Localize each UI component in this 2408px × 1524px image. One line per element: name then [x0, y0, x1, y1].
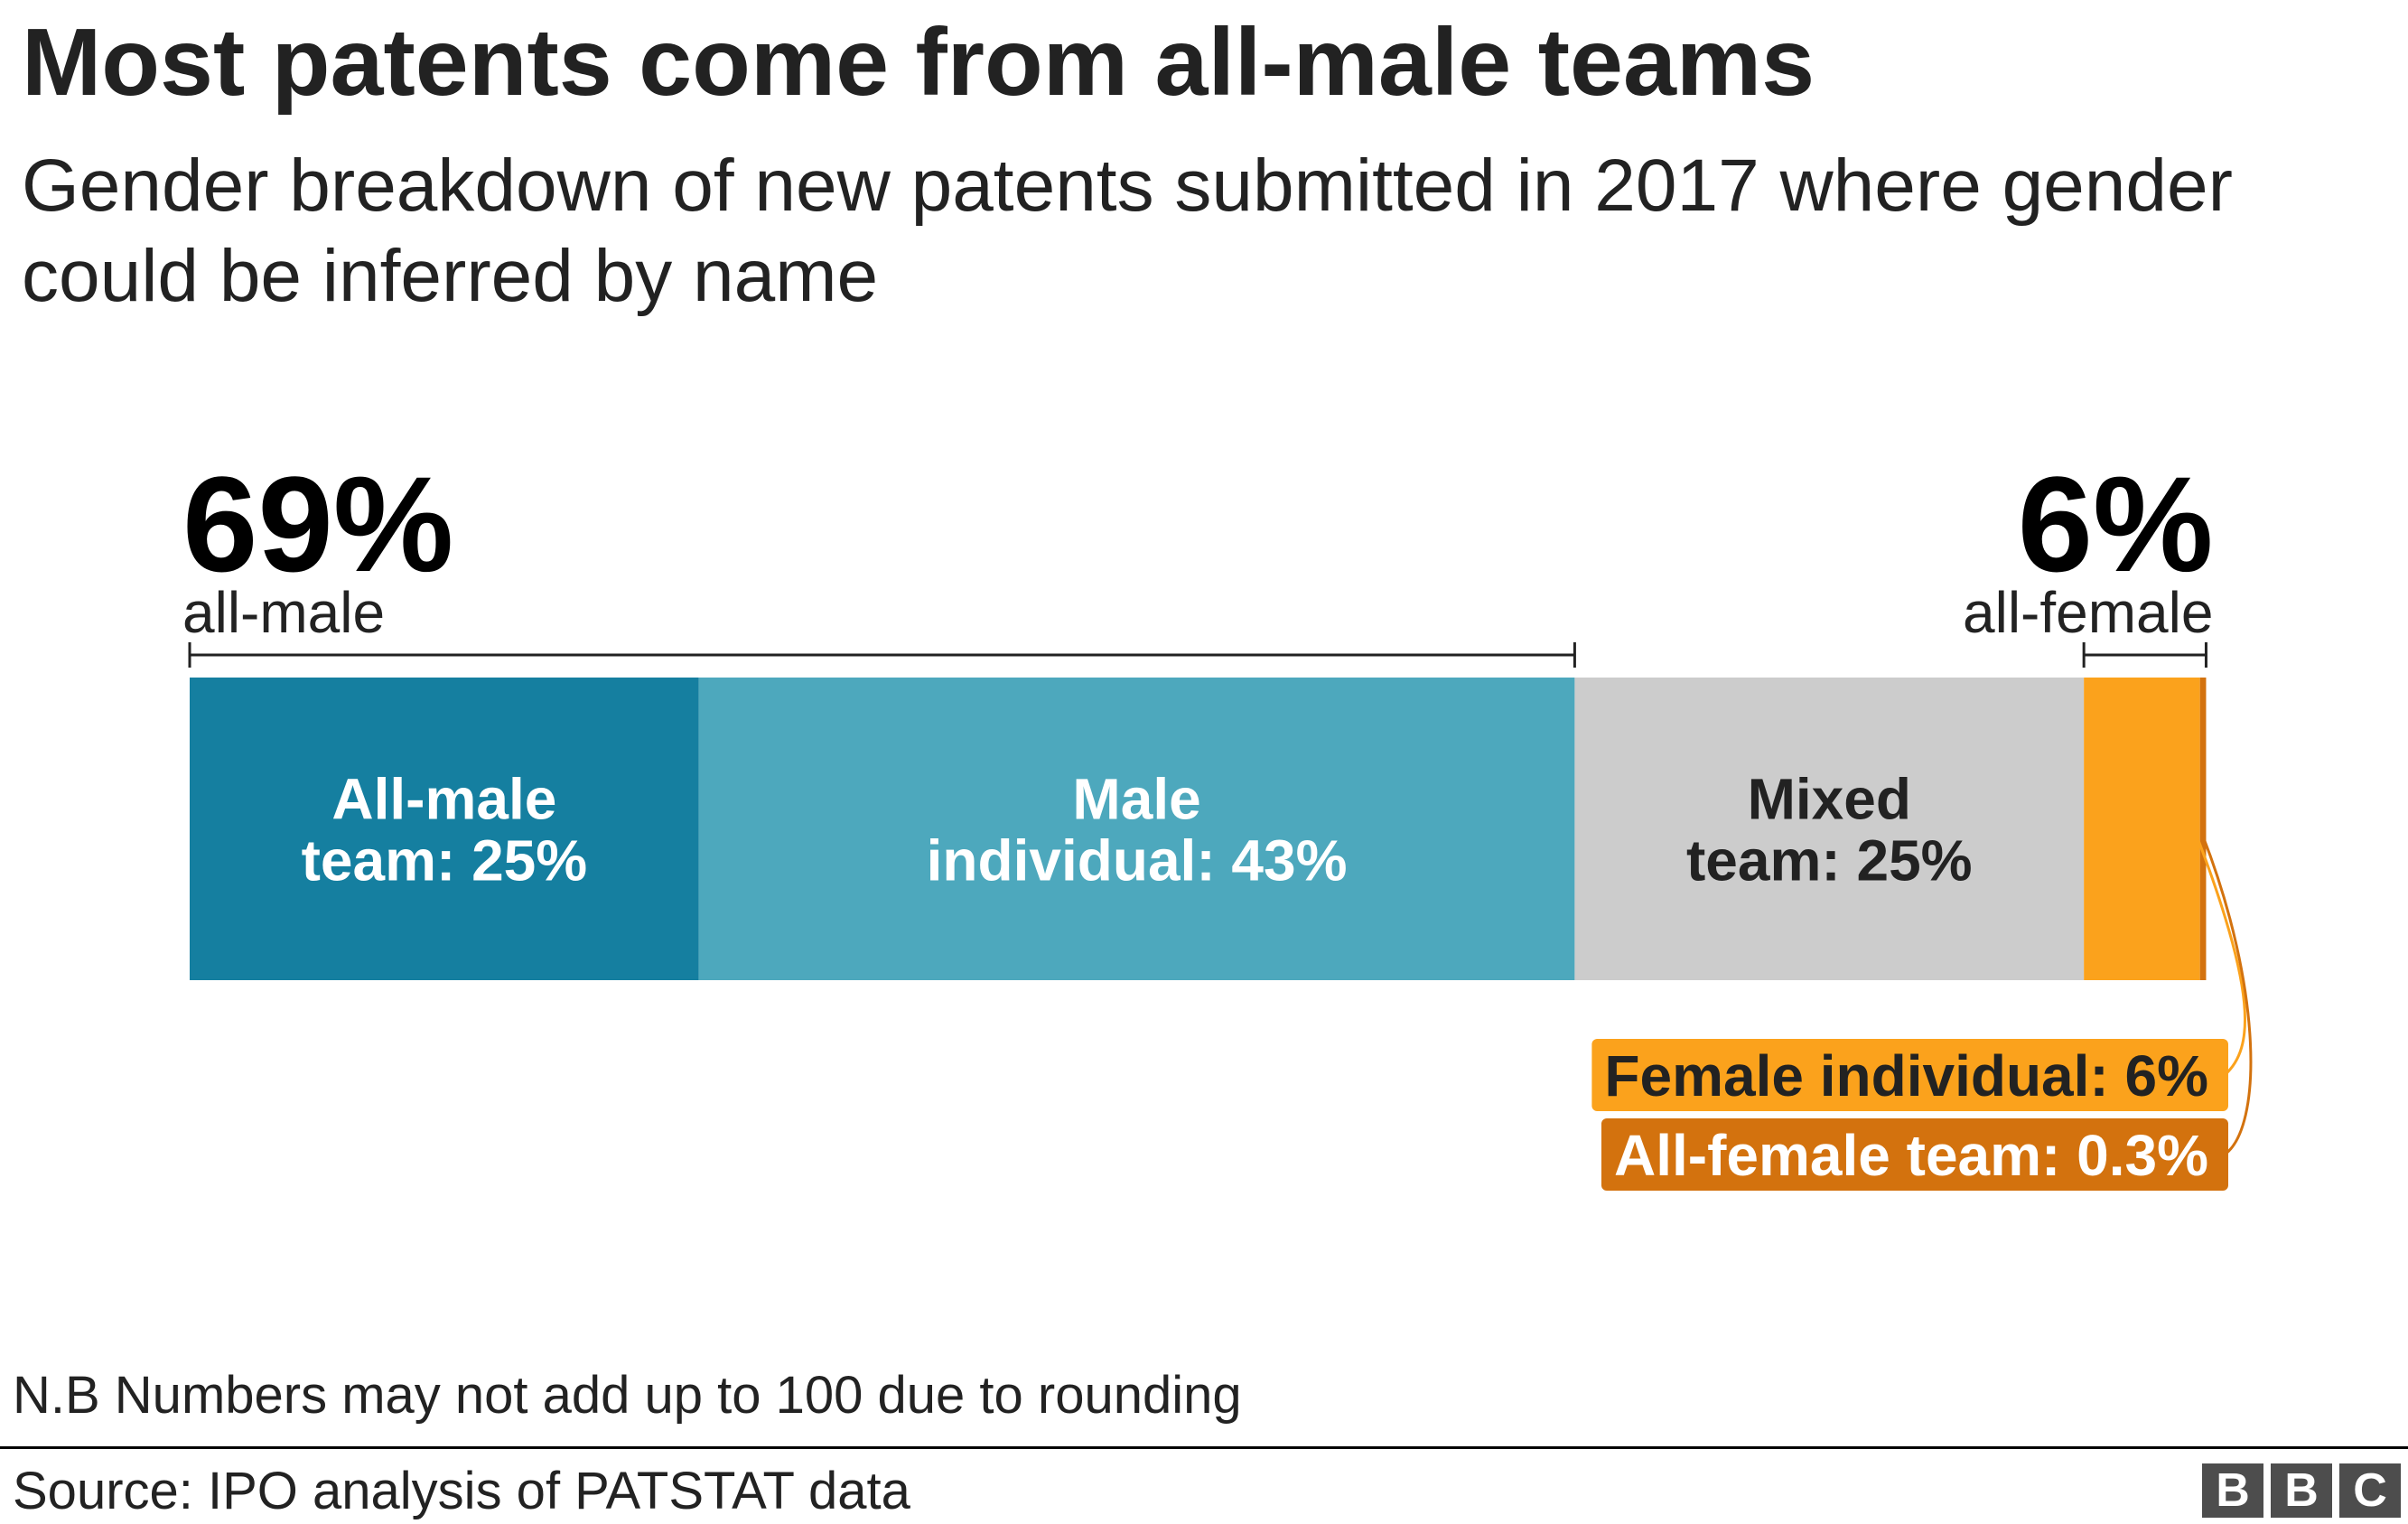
footnote: N.B Numbers may not add up to 100 due to…: [13, 1364, 1242, 1427]
callout-label: Female individual: 6%: [1604, 1043, 2208, 1108]
group-value-label: 69%: [182, 448, 453, 600]
source-note: Source: IPO analysis of PATSTAT data: [13, 1460, 910, 1523]
group-value-label: 6%: [2018, 448, 2214, 600]
segment-label: Male: [1072, 767, 1200, 832]
logo-letter: C: [2339, 1463, 2401, 1518]
stacked-bar-chart: All-maleteam: 25%Maleindividual: 43%Mixe…: [0, 0, 2408, 1355]
segment-label: team: 25%: [302, 828, 588, 893]
segment-label: individual: 43%: [927, 828, 1348, 893]
bar-segment: [2084, 678, 2200, 980]
bar-segment: [2200, 678, 2207, 980]
logo-letter: B: [2271, 1463, 2332, 1518]
segment-label: Mixed: [1748, 767, 1911, 832]
bbc-logo: B B C: [2202, 1463, 2401, 1518]
footer-divider: [0, 1446, 2408, 1449]
group-name-label: all-male: [182, 580, 385, 645]
logo-letter: B: [2202, 1463, 2263, 1518]
segment-label: team: 25%: [1686, 828, 1973, 893]
segment-label: All-male: [331, 767, 556, 832]
group-name-label: all-female: [1963, 580, 2213, 645]
callout-label: All-female team: 0.3%: [1614, 1123, 2208, 1188]
